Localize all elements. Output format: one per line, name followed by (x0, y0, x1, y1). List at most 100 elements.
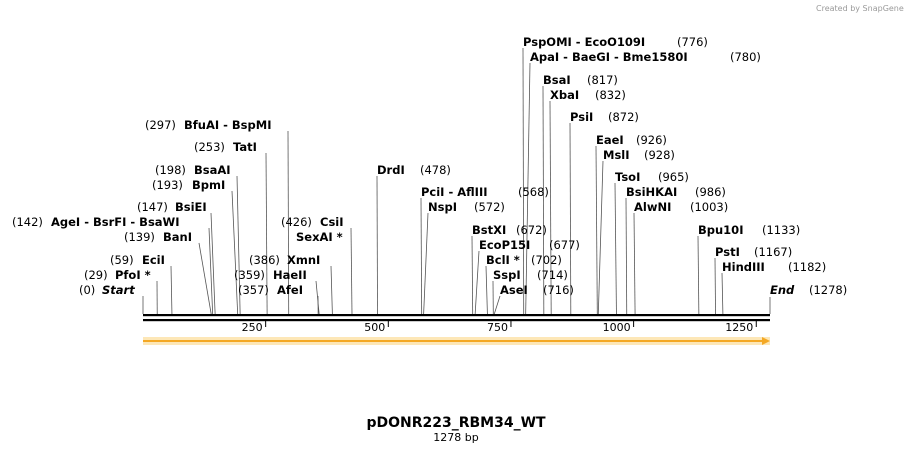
site-leader-line (420, 197, 423, 315)
site-leader-line (614, 182, 617, 315)
site-enzyme-label: CsiI (320, 215, 344, 229)
site-enzyme-label: AlwNI (634, 200, 671, 214)
site-enzyme-label: PstI (715, 245, 740, 259)
map-length: 1278 bp (433, 431, 478, 444)
site-position-label: (702) (531, 253, 562, 267)
site-position-label: (1133) (762, 223, 800, 237)
site-enzyme-label: End (770, 283, 795, 297)
site-enzyme-label: BfuAI - BspMI (184, 118, 271, 132)
site-enzyme-label: Start (102, 283, 135, 297)
site-enzyme-label: PsiI (570, 110, 593, 124)
site-enzyme-label: PfoI * (115, 268, 151, 282)
site-position-label: (672) (516, 223, 547, 237)
site-position-label: (29) (84, 268, 108, 282)
site-leader-line (231, 190, 239, 315)
site-position-label: (714) (537, 268, 568, 282)
site-enzyme-label: TsoI (615, 170, 640, 184)
site-position-label: (147) (137, 200, 168, 214)
site-enzyme-label: HaeII (273, 268, 307, 282)
site-leader-line (170, 265, 173, 315)
site-enzyme-label: BanI (163, 230, 192, 244)
site-enzyme-label: BclI * (486, 253, 520, 267)
site-enzyme-label: XmnI (287, 253, 320, 267)
site-leader-line (198, 242, 212, 315)
site-leader-lines (142, 47, 771, 315)
site-leader-line (633, 212, 636, 315)
site-enzyme-label: EcoP15I (479, 238, 530, 252)
site-position-label: (359) (234, 268, 265, 282)
site-position-label: (1278) (809, 283, 847, 297)
site-position-label: (193) (152, 178, 183, 192)
backbone-bottom-strand (143, 319, 770, 322)
site-position-label: (297) (145, 118, 176, 132)
site-leader-line (350, 227, 353, 315)
site-position-label: (568) (518, 185, 549, 199)
site-leader-line (330, 265, 333, 315)
site-leader-line (697, 235, 700, 315)
site-enzyme-label: BpmI (192, 178, 225, 192)
ruler-tick-label: 500 (364, 321, 385, 334)
site-leader-line (208, 227, 214, 315)
site-position-label: (1003) (690, 200, 728, 214)
site-enzyme-label: EciI (142, 253, 165, 267)
map-title: pDONR223_RBM34_WT (366, 415, 546, 431)
site-leader-line (287, 130, 290, 315)
site-position-label: (928) (644, 148, 675, 162)
site-leader-line (315, 280, 320, 315)
site-position-label: (0) (79, 283, 95, 297)
feature-arrow (143, 337, 770, 345)
site-leader-line (210, 212, 216, 315)
site-enzyme-label: MslI (603, 148, 630, 162)
site-position-label: (1182) (788, 260, 826, 274)
sequence-backbone (143, 314, 770, 322)
site-position-label: (716) (543, 283, 574, 297)
site-leader-line (236, 175, 241, 315)
ruler-tick-label: 250 (242, 321, 263, 334)
site-enzyme-label: AgeI - BsrFI - BsaWI (51, 215, 180, 229)
site-position-label: (1167) (754, 245, 792, 259)
site-position-label: (142) (12, 215, 43, 229)
site-enzyme-label: XbaI (550, 88, 579, 102)
site-enzyme-label: AseI (500, 283, 528, 297)
site-enzyme-label: TatI (233, 140, 257, 154)
site-position-label: (832) (595, 88, 626, 102)
site-enzyme-label: PciI - AflIII (421, 185, 488, 199)
site-enzyme-label: PspOMI - EcoO109I (523, 35, 645, 49)
site-position-label: (776) (677, 35, 708, 49)
ruler-tick-label: 1000 (603, 321, 631, 334)
site-position-label: (817) (587, 73, 618, 87)
site-enzyme-label: BstXI (472, 223, 506, 237)
site-enzyme-label: EaeI (596, 133, 624, 147)
site-enzyme-label: AfeI (277, 283, 303, 297)
site-enzyme-label: SspI (493, 268, 521, 282)
site-leader-line (423, 212, 429, 315)
site-labels: (776) PspOMI - EcoO109I (780) ApaI - BaeGI … (12, 35, 847, 297)
site-position-label: (478) (420, 163, 451, 177)
ruler-ticks: 250 500 750 1000 1250 (242, 321, 757, 334)
feature-arrowhead (762, 337, 770, 345)
site-position-label: (59) (110, 253, 134, 267)
site-enzyme-label: BsiHKAI (626, 185, 677, 199)
site-position-label: (780) (730, 50, 761, 64)
site-leader-line (549, 100, 552, 315)
site-position-label: (572) (474, 200, 505, 214)
site-position-label: (386) (249, 253, 280, 267)
site-leader-line (265, 152, 268, 315)
site-position-label: (426) (281, 215, 312, 229)
site-position-label: (965) (658, 170, 689, 184)
site-leader-line (721, 272, 724, 315)
site-leader-line (471, 235, 474, 315)
site-leader-line (376, 175, 378, 315)
site-position-label: (872) (608, 110, 639, 124)
site-position-label: (139) (124, 230, 155, 244)
backbone-top-strand (143, 314, 770, 317)
site-leader-line (522, 47, 525, 315)
site-leader-line (493, 295, 501, 315)
site-leader-line (542, 85, 545, 315)
site-leader-line (625, 197, 628, 315)
site-position-label: (986) (695, 185, 726, 199)
site-leader-line (474, 250, 480, 315)
site-enzyme-label: BsaAI (194, 163, 231, 177)
site-enzyme-label: ApaI - BaeGI - Bme1580I (530, 50, 688, 64)
site-position-label: (253) (194, 140, 225, 154)
